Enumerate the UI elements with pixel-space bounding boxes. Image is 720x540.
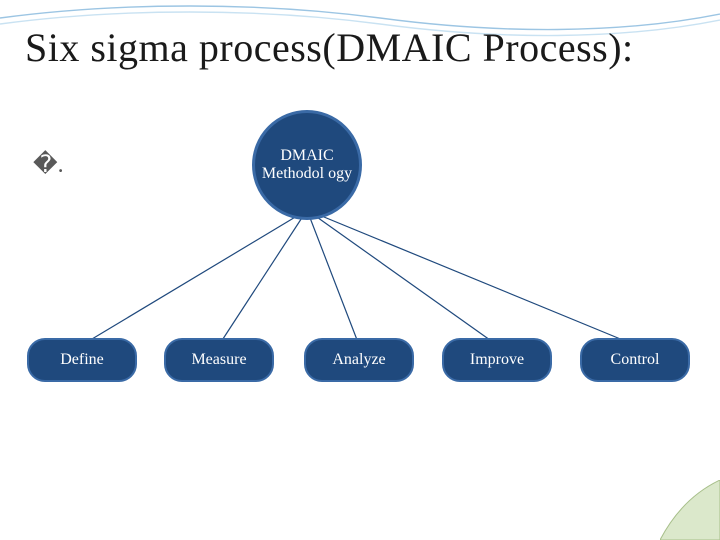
diagram-leaf: Measure xyxy=(164,338,274,382)
hub-label: DMAIC Methodol ogy xyxy=(261,147,353,184)
leaf-label: Measure xyxy=(191,351,246,369)
leaf-label: Define xyxy=(60,351,104,369)
leaf-label: Control xyxy=(611,351,660,369)
diagram-leaf: Define xyxy=(27,338,137,382)
diagram-leaf: Analyze xyxy=(304,338,414,382)
diagram-leaf: Control xyxy=(580,338,690,382)
diagram-hub: DMAIC Methodol ogy xyxy=(252,110,362,220)
bullet-text: �. xyxy=(33,150,64,179)
diagram-connectors xyxy=(0,0,720,540)
slide-canvas: Six sigma process(DMAIC Process): �. DMA… xyxy=(0,0,720,540)
page-curl-icon xyxy=(660,480,720,540)
leaf-label: Analyze xyxy=(332,351,385,369)
leaf-label: Improve xyxy=(470,351,524,369)
diagram-leaf: Improve xyxy=(442,338,552,382)
page-title: Six sigma process(DMAIC Process): xyxy=(25,25,685,71)
